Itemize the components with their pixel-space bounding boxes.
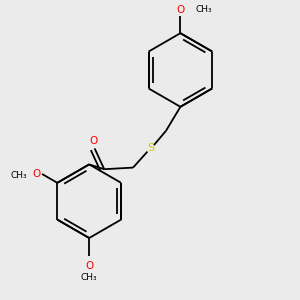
Text: O: O xyxy=(89,136,97,146)
Text: O: O xyxy=(32,169,41,179)
Text: O: O xyxy=(176,5,184,15)
Text: S: S xyxy=(147,143,154,153)
Text: CH₃: CH₃ xyxy=(10,171,27,180)
Text: CH₃: CH₃ xyxy=(81,273,98,282)
Text: CH₃: CH₃ xyxy=(195,5,212,14)
Text: O: O xyxy=(85,261,93,272)
